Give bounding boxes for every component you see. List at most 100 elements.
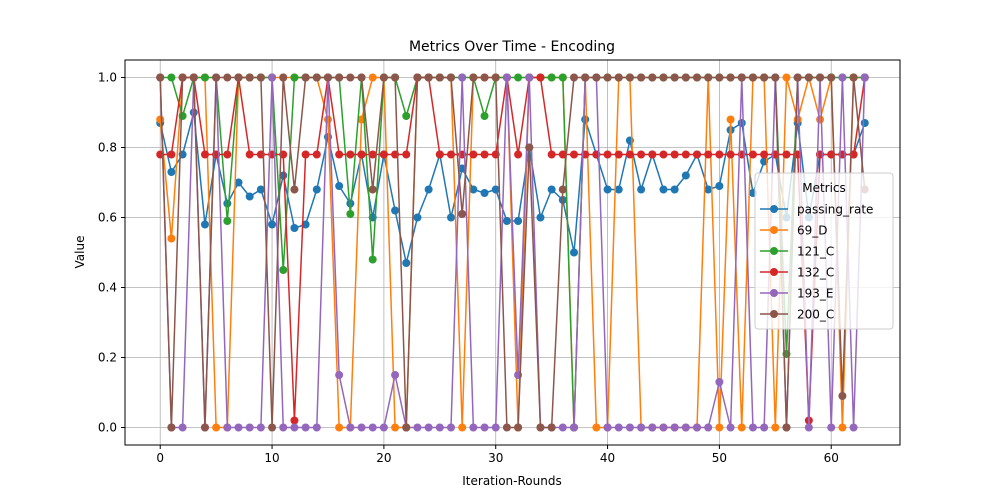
data-point-193_E xyxy=(681,423,690,432)
data-point-200_C xyxy=(212,73,221,82)
data-point-200_C xyxy=(771,73,780,82)
data-point-193_E xyxy=(525,73,534,82)
data-point-200_C xyxy=(581,73,590,82)
data-point-193_E xyxy=(670,423,679,432)
data-point-passing_rate xyxy=(424,185,433,194)
data-point-193_E xyxy=(368,423,377,432)
data-point-193_E xyxy=(838,73,847,82)
data-point-200_C xyxy=(402,423,411,432)
x-tick-label: 0 xyxy=(156,451,164,465)
data-point-200_C xyxy=(491,73,500,82)
data-point-passing_rate xyxy=(536,213,545,222)
data-point-121_C xyxy=(279,266,288,274)
data-point-193_E xyxy=(245,423,254,432)
data-point-passing_rate xyxy=(480,189,489,197)
data-point-132_C xyxy=(659,150,668,159)
data-point-193_E xyxy=(860,73,869,82)
data-point-200_C xyxy=(816,73,825,82)
data-point-69_D xyxy=(782,73,791,82)
data-point-200_C xyxy=(312,73,321,82)
data-point-200_C xyxy=(614,73,623,82)
x-tick-label: 10 xyxy=(264,451,279,465)
data-point-200_C xyxy=(458,210,467,218)
data-point-200_C xyxy=(793,73,802,82)
data-point-121_C xyxy=(223,217,232,225)
data-point-69_D xyxy=(335,423,344,432)
data-point-200_C xyxy=(156,73,165,82)
data-point-132_C xyxy=(625,150,634,159)
data-point-passing_rate xyxy=(391,206,400,215)
data-point-passing_rate xyxy=(581,115,590,124)
data-point-passing_rate xyxy=(458,164,467,173)
legend-swatch-marker xyxy=(770,247,778,255)
series-200_C xyxy=(156,73,869,432)
data-point-200_C xyxy=(570,73,579,82)
data-point-132_C xyxy=(167,150,176,159)
data-point-132_C xyxy=(200,150,209,159)
data-point-passing_rate xyxy=(167,168,176,176)
legend-swatch-marker xyxy=(770,268,778,276)
data-point-193_E xyxy=(760,423,769,432)
data-point-200_C xyxy=(760,73,769,82)
data-point-193_E xyxy=(502,73,511,82)
data-point-passing_rate xyxy=(335,182,344,190)
data-point-200_C xyxy=(804,73,813,82)
data-point-passing_rate xyxy=(514,217,523,225)
data-point-193_E xyxy=(603,423,612,432)
data-point-passing_rate xyxy=(860,119,869,127)
x-tick-label: 20 xyxy=(376,451,391,465)
data-point-passing_rate xyxy=(301,220,310,229)
y-axis-label: Value xyxy=(73,236,87,269)
data-point-193_E xyxy=(469,423,478,432)
x-tick-label: 50 xyxy=(712,451,727,465)
y-tick-label: 1.0 xyxy=(98,71,117,85)
data-point-132_C xyxy=(245,150,254,159)
y-tick-label: 0.6 xyxy=(98,211,117,225)
data-point-193_E xyxy=(301,423,310,432)
data-point-passing_rate xyxy=(670,185,679,194)
legend-title: Metrics xyxy=(802,181,846,195)
data-point-132_C xyxy=(301,150,310,159)
data-point-passing_rate xyxy=(704,185,713,194)
data-point-200_C xyxy=(648,73,657,82)
data-point-200_C xyxy=(379,73,388,82)
data-point-121_C xyxy=(368,255,377,264)
data-point-69_D xyxy=(167,234,176,243)
data-point-132_C xyxy=(357,150,366,159)
data-point-132_C xyxy=(346,150,355,159)
data-point-193_E xyxy=(178,423,187,432)
data-point-132_C xyxy=(681,150,690,159)
data-point-132_C xyxy=(558,150,567,159)
data-point-passing_rate xyxy=(234,178,243,187)
data-point-200_C xyxy=(245,73,254,82)
legend-label: 121_C xyxy=(797,245,834,259)
data-point-passing_rate xyxy=(491,185,500,194)
data-point-193_E xyxy=(715,378,724,386)
data-point-193_E xyxy=(379,423,388,432)
data-point-193_E xyxy=(804,423,813,432)
data-point-121_C xyxy=(514,73,523,82)
data-point-69_D xyxy=(771,423,780,432)
data-point-69_D xyxy=(816,115,825,124)
data-point-200_C xyxy=(659,73,668,82)
legend-item-69_D: 69_D xyxy=(760,224,828,238)
data-point-passing_rate xyxy=(469,185,478,194)
data-point-200_C xyxy=(446,73,455,82)
data-point-193_E xyxy=(637,423,646,432)
data-point-200_C xyxy=(693,73,702,82)
data-point-200_C xyxy=(547,423,556,432)
data-point-200_C xyxy=(681,73,690,82)
series-lines xyxy=(156,73,869,432)
data-point-69_D xyxy=(368,73,377,82)
legend-label: 193_E xyxy=(797,287,834,301)
legend-item-121_C: 121_C xyxy=(760,245,834,259)
data-point-passing_rate xyxy=(290,224,299,232)
data-point-passing_rate xyxy=(547,185,556,194)
data-point-193_E xyxy=(256,423,265,432)
data-point-200_C xyxy=(502,423,511,432)
data-point-200_C xyxy=(704,73,713,82)
data-point-132_C xyxy=(648,150,657,159)
data-point-193_E xyxy=(648,423,657,432)
data-point-132_C xyxy=(480,150,489,159)
